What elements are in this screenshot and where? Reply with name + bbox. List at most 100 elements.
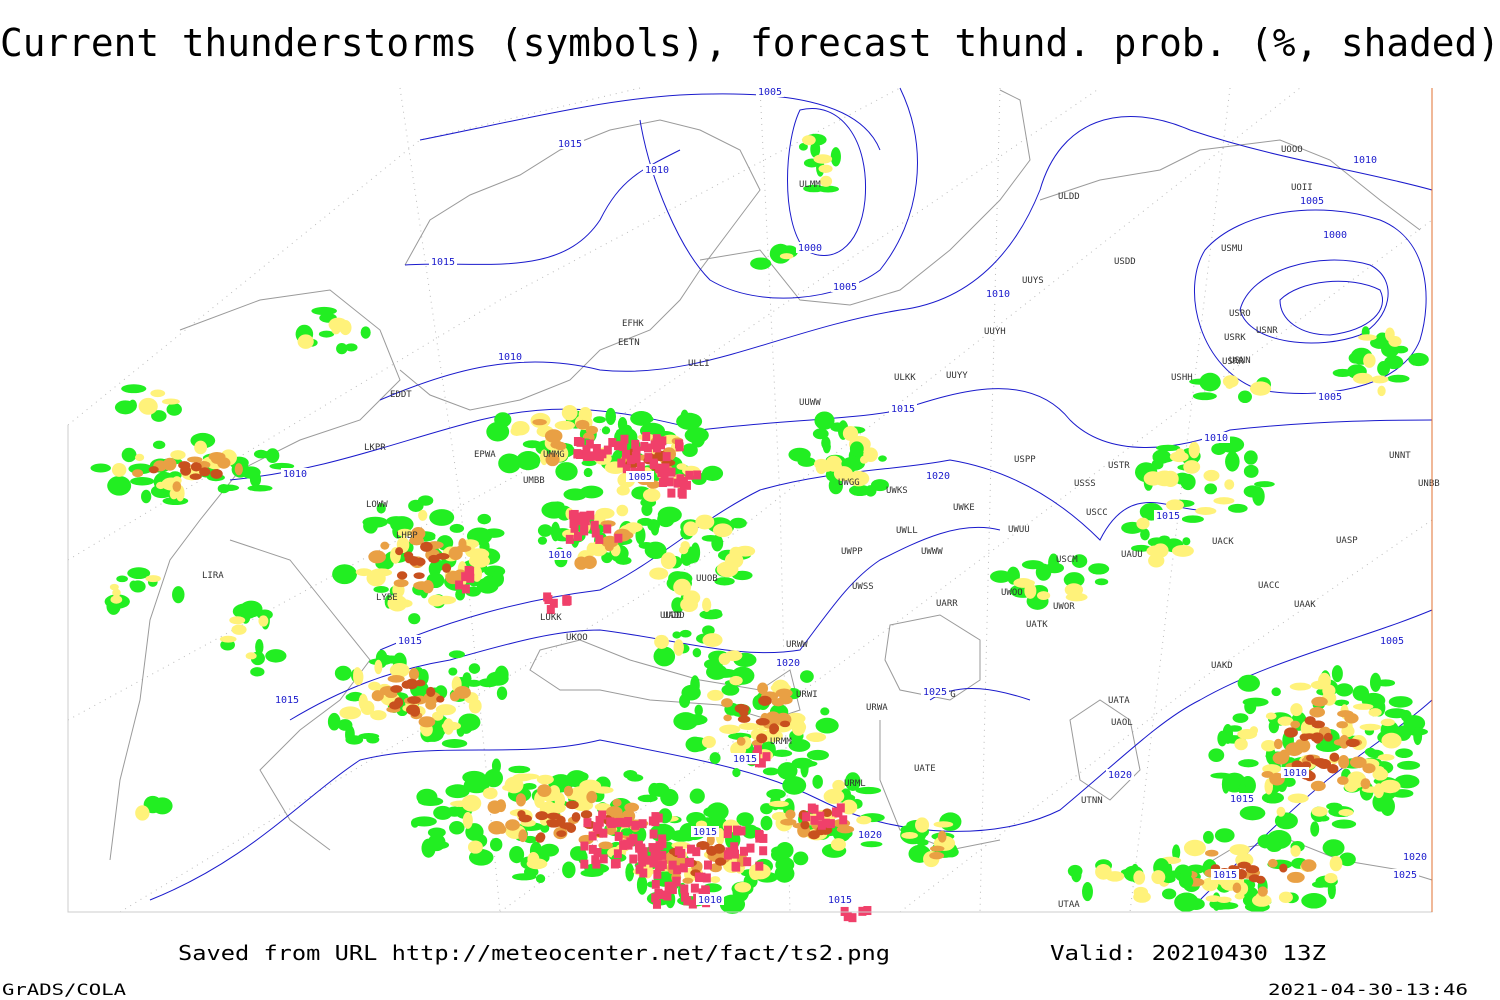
prob-patch bbox=[798, 143, 808, 151]
prob-patch bbox=[1303, 862, 1312, 872]
thunderstorm-symbol bbox=[658, 834, 667, 844]
prob-patch bbox=[1327, 880, 1336, 900]
thunderstorm-symbol bbox=[839, 815, 848, 825]
prob-patch bbox=[409, 706, 421, 717]
thunderstorm-symbol bbox=[650, 440, 659, 450]
station-label: LIRA bbox=[202, 571, 224, 581]
station-label: UASP bbox=[1336, 536, 1358, 546]
station-label: UNBB bbox=[1418, 479, 1440, 489]
thunderstorm-symbol bbox=[679, 863, 688, 873]
prob-patch bbox=[1201, 877, 1219, 892]
station-label: UATE bbox=[914, 764, 936, 774]
prob-patch bbox=[1249, 726, 1259, 735]
prob-patch bbox=[714, 857, 727, 866]
isobar-label: 1025 bbox=[1393, 870, 1417, 881]
prob-patch bbox=[1156, 444, 1181, 452]
prob-patch bbox=[448, 650, 465, 659]
prob-patch bbox=[1136, 517, 1150, 530]
thunderstorm-symbol bbox=[802, 812, 811, 822]
prob-patch bbox=[682, 714, 708, 726]
isobar-label-bg bbox=[1401, 851, 1429, 862]
station-label: UUDD bbox=[660, 611, 682, 621]
thunderstorm-symbol bbox=[546, 605, 555, 615]
prob-patch bbox=[1344, 713, 1359, 724]
thunderstorm-symbol bbox=[863, 906, 872, 916]
prob-patch bbox=[619, 531, 634, 540]
title: Current thunderstorms (symbols), forecas… bbox=[0, 21, 1500, 65]
map: ULDD USDD UUYS UUYH ULKK UUYY EFHK EETN ULLI EDDT… bbox=[67, 86, 1440, 923]
isobar-label-bg bbox=[496, 351, 524, 362]
thunderstorm-symbol bbox=[599, 854, 608, 864]
prob-patch bbox=[234, 463, 243, 476]
prob-patch bbox=[680, 540, 690, 551]
thunderstorm-symbol bbox=[817, 820, 826, 830]
thunderstorm-symbol bbox=[753, 745, 762, 755]
station-label: UWLL bbox=[896, 526, 918, 536]
thunderstorm-symbol bbox=[588, 831, 597, 841]
isobar-label: 1015 bbox=[431, 257, 455, 268]
prob-patch bbox=[762, 767, 779, 776]
prob-patch bbox=[1388, 696, 1413, 708]
prob-patch bbox=[815, 717, 839, 734]
prob-patch bbox=[758, 695, 772, 706]
prob-patch bbox=[508, 765, 531, 774]
prob-patch bbox=[723, 714, 732, 722]
prob-patch bbox=[418, 509, 428, 521]
thunderstorm-symbol bbox=[588, 844, 597, 854]
prob-patch bbox=[1311, 696, 1328, 707]
prob-patch bbox=[788, 447, 811, 462]
thunderstorm-symbol bbox=[655, 841, 664, 851]
prob-patch bbox=[297, 334, 314, 349]
prob-patch bbox=[737, 715, 751, 723]
isobar-labels: 1005 1015 1010 1000 1005 1015 1010 1010 1015 1010… bbox=[273, 86, 1429, 906]
prob-patch bbox=[818, 164, 833, 174]
prob-patch bbox=[855, 786, 882, 795]
prob-patch bbox=[1376, 679, 1396, 687]
prob-patch bbox=[760, 815, 773, 831]
prob-patch bbox=[616, 485, 630, 496]
prob-patch bbox=[217, 457, 231, 469]
prob-patch bbox=[390, 516, 414, 533]
isobar-label: 1005 bbox=[758, 87, 782, 98]
prob-patch bbox=[830, 838, 846, 851]
prob-patch bbox=[1311, 806, 1328, 817]
prob-patch bbox=[535, 874, 546, 884]
isobar-label-bg bbox=[1211, 869, 1239, 880]
prob-patch bbox=[484, 769, 504, 788]
prob-patch bbox=[1213, 497, 1235, 505]
prob-patch bbox=[332, 564, 357, 585]
thunderstorm-symbol bbox=[610, 859, 619, 869]
prob-patch bbox=[269, 462, 295, 470]
prob-patch bbox=[581, 459, 597, 467]
prob-patch bbox=[1377, 361, 1391, 376]
prob-patch bbox=[863, 447, 878, 463]
isobar bbox=[289, 526, 1001, 721]
station-label: UTNN bbox=[1081, 796, 1103, 806]
prob-patch bbox=[636, 875, 648, 895]
prob-patch bbox=[1286, 871, 1305, 883]
prob-patch bbox=[1277, 716, 1294, 726]
prob-patch bbox=[593, 416, 606, 424]
prob-patch bbox=[699, 609, 723, 620]
isobar-label: 1015 bbox=[693, 827, 717, 838]
isobar-label-bg bbox=[396, 635, 424, 646]
prob-patch bbox=[345, 735, 364, 745]
isobar-label-bg bbox=[626, 471, 654, 482]
prob-patch bbox=[1380, 718, 1395, 727]
prob-patch bbox=[1238, 390, 1252, 404]
isobar-label: 1005 bbox=[1380, 636, 1404, 647]
thunderstorm-symbol bbox=[674, 439, 683, 449]
isobar-label-bg bbox=[731, 753, 759, 764]
station-label: URWW bbox=[786, 640, 808, 650]
station-label: USMU bbox=[1221, 244, 1243, 254]
prob-patch bbox=[731, 570, 753, 581]
station-label: UATK bbox=[1026, 620, 1048, 630]
prob-patch bbox=[550, 521, 561, 542]
prob-patch bbox=[247, 484, 273, 492]
prob-patch bbox=[672, 631, 682, 639]
prob-patch bbox=[1237, 861, 1251, 869]
thunderstorm-symbol bbox=[654, 813, 663, 823]
thunderstorm-symbol bbox=[836, 803, 845, 813]
prob-patch bbox=[496, 799, 507, 813]
prob-patch bbox=[1341, 725, 1355, 738]
